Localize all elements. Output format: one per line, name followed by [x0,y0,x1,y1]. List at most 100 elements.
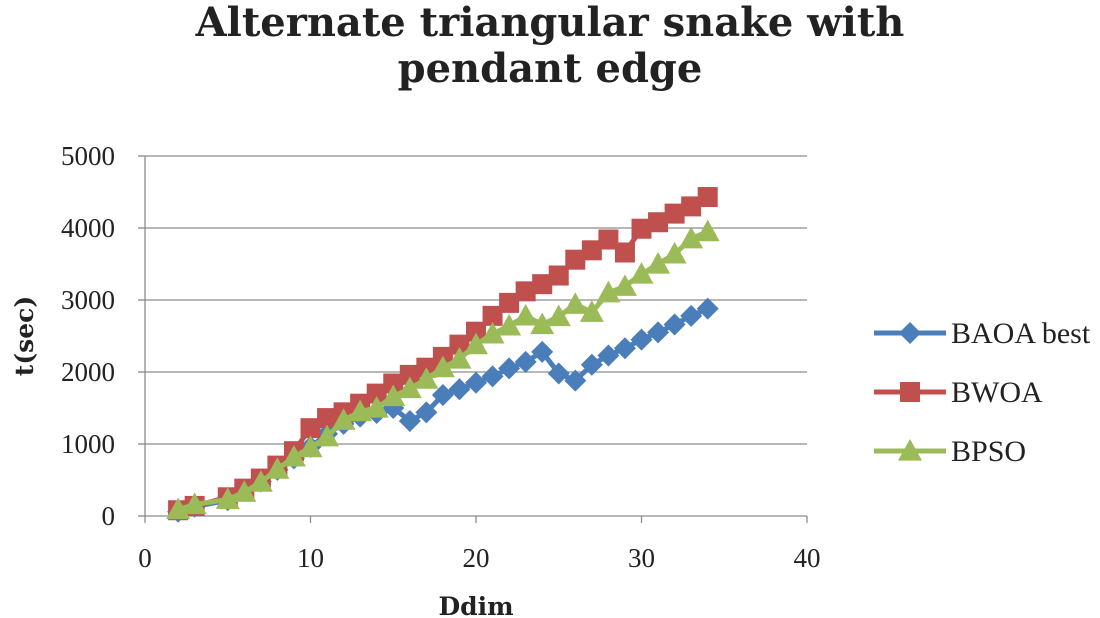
x-axis-title: Ddim [438,592,513,618]
data-point-bpso [215,487,240,510]
legend-item-bpso: BPSO [874,435,1026,468]
data-point-bwoa [300,418,321,439]
x-tick-label: 40 [794,543,821,573]
axes [138,155,808,523]
legend: BAOA best BWOA BPSO [874,317,1091,468]
data-point-baoa-best [564,369,587,392]
y-tick-label: 4000 [61,213,115,243]
legend-label-baoa-best: BAOA best [951,317,1091,350]
tick-labels: 0 1000 2000 3000 4000 5000 0 10 20 30 40 [61,141,821,573]
data-point-bpso [182,492,207,515]
data-point-bpso [381,384,406,407]
chart-title-line-2: pendant edge [397,45,703,92]
data-point-bpso [513,303,538,326]
data-point-bwoa [581,240,602,261]
data-point-baoa-best [415,401,438,424]
data-point-bpso [281,444,306,467]
data-point-bpso [298,435,323,458]
data-point-bpso [464,332,488,355]
data-point-baoa-best [498,357,521,380]
data-point-baoa-best [448,378,471,401]
data-point-baoa-best [547,362,570,385]
data-point-bwoa [532,274,553,295]
data-point-baoa-best [398,409,421,432]
data-point-bwoa [383,373,404,394]
data-point-bwoa [515,281,536,302]
data-point-bwoa [317,408,338,429]
legend-item-baoa-best: BAOA best [874,317,1091,350]
legend-marker-bpso [898,439,922,461]
chart-title: Alternate triangular snake with pendant … [0,0,1100,92]
data-point-bpso [579,300,604,322]
gridlines [145,155,807,445]
data-point-bwoa [648,212,669,233]
series-bpso [166,219,720,520]
chart-title-line-1: Alternate triangular snake with [195,0,905,46]
data-point-bpso [430,355,455,378]
data-point-bpso [596,280,621,303]
data-point-baoa-best [580,353,603,376]
data-point-bwoa [664,203,685,224]
data-point-bwoa [499,292,520,313]
data-point-bpso [397,376,422,399]
data-point-bpso [662,241,687,264]
data-point-bpso [232,480,257,502]
data-point-baoa-best [630,328,653,351]
data-point-bpso [695,219,720,242]
data-point-bpso [414,367,439,389]
data-point-bwoa [482,305,503,326]
data-point-baoa-best [481,365,504,388]
x-tick-label: 0 [138,543,152,573]
y-tick-label: 2000 [61,357,115,387]
data-point-bpso [248,470,273,492]
data-point-bpso [497,313,522,336]
data-point-bwoa [366,383,387,404]
y-axis-title: t(sec) [10,296,39,376]
data-point-baoa-best [647,321,670,344]
data-point-baoa-best [597,344,620,367]
series-bwoa [168,187,718,521]
legend-label-bpso: BPSO [951,435,1026,468]
data-point-baoa-best [696,297,719,320]
y-tick-label: 1000 [61,429,115,459]
data-point-bwoa [399,364,420,385]
x-tick-label: 20 [463,543,490,573]
data-point-bpso [331,408,356,430]
data-point-baoa-best [663,313,686,336]
y-tick-label: 3000 [61,285,115,315]
data-point-bpso [480,321,505,344]
data-point-bwoa [548,265,569,286]
data-point-bpso [629,262,654,284]
data-point-bpso [530,312,555,335]
data-point-baoa-best [431,384,454,407]
data-point-bpso [315,424,340,447]
data-point-baoa-best [613,337,636,360]
data-point-bpso [646,252,671,274]
data-point-baoa-best [680,304,703,327]
data-point-bpso [546,304,571,327]
data-point-bwoa [697,187,718,208]
x-tick-label: 30 [628,543,655,573]
data-point-bpso [447,347,472,369]
legend-label-bwoa: BWOA [951,376,1043,409]
series-layer [166,187,720,523]
data-point-bpso [364,396,389,418]
data-point-baoa-best [465,371,487,394]
data-point-bpso [679,226,704,249]
data-point-bwoa [614,242,635,263]
data-point-bwoa [449,334,470,355]
data-point-bwoa [565,249,586,270]
data-point-baoa-best [514,350,537,373]
legend-item-bwoa: BWOA [874,376,1043,409]
legend-marker-baoa-best [899,322,921,344]
data-point-bpso [563,292,588,314]
data-point-bwoa [631,218,652,239]
data-point-bpso [612,274,637,296]
y-tick-label: 5000 [61,141,115,171]
x-tick-label: 10 [297,543,324,573]
data-point-baoa-best [531,340,554,363]
y-tick-label: 0 [102,501,116,531]
data-point-bwoa [598,229,619,250]
data-point-bwoa [681,196,702,217]
